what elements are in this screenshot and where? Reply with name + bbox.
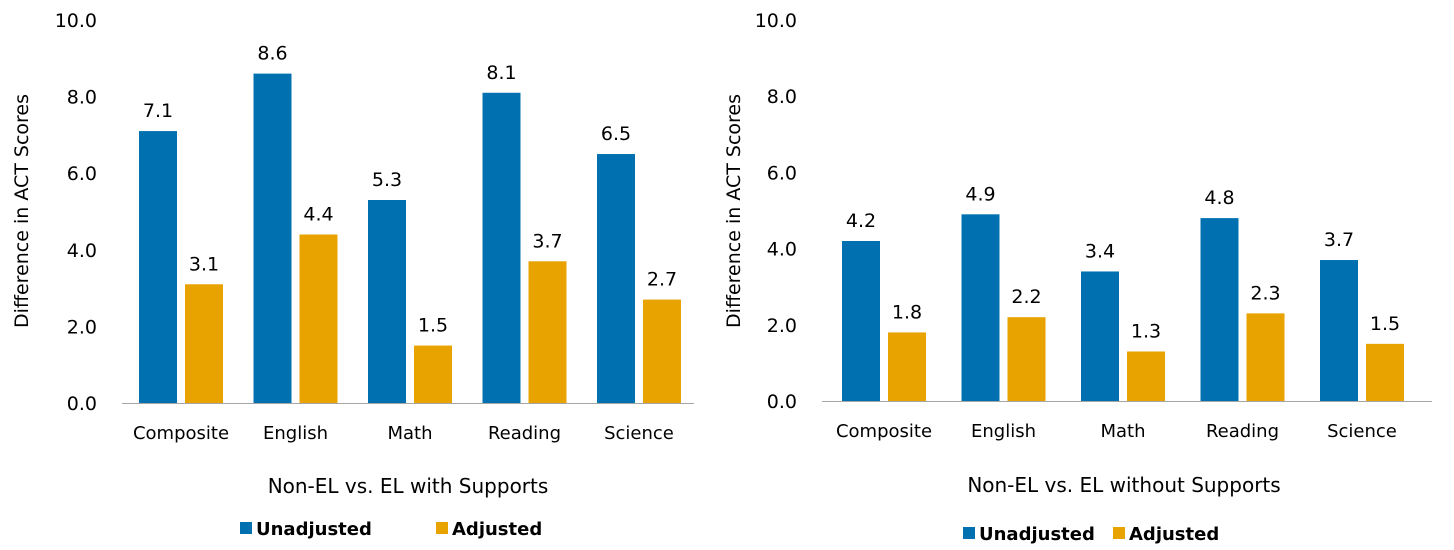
x-category-label: Reading (488, 423, 561, 444)
bar-unadjusted-math (368, 200, 406, 403)
legend-swatch-unadjusted (240, 522, 252, 534)
y-axis-label: Difference in ACT Scores (11, 94, 33, 328)
bar-adjusted-science (643, 299, 681, 403)
bar-unadjusted-composite (139, 131, 177, 403)
bar-adjusted-english (1007, 317, 1046, 401)
y-tick-label: 6.0 (67, 163, 97, 185)
x-category-label: Reading (1206, 421, 1279, 442)
bar-adjusted-composite (888, 332, 926, 401)
chart-2: 0.0 2.0 4.0 6.0 8.0 10.0 Difference in ACT Sco… (723, 10, 1432, 545)
data-label: 3.7 (532, 230, 562, 252)
x-category-label: English (263, 423, 328, 444)
x-category-label: Science (604, 423, 674, 444)
y-tick-label: 6.0 (767, 162, 797, 184)
data-label: 1.3 (1131, 320, 1161, 342)
y-tick-label: 10.0 (55, 10, 97, 32)
bar-unadjusted-english (253, 73, 292, 404)
legend-label-unadjusted: Unadjusted (979, 524, 1095, 545)
data-label: 4.2 (846, 210, 876, 232)
y-tick-label: 10.0 (755, 10, 797, 32)
y-tick-label: 4.0 (67, 240, 97, 262)
y-tick-label: 0.0 (67, 393, 97, 415)
data-label: 2.2 (1011, 286, 1041, 308)
data-label: 1.5 (418, 315, 448, 337)
bar-adjusted-reading (528, 261, 567, 403)
data-label: 4.8 (1204, 187, 1234, 209)
x-category-label: English (971, 421, 1036, 442)
x-category-label: Composite (133, 423, 229, 444)
legend-swatch-unadjusted (963, 527, 975, 539)
x-axis-label: Non-EL vs. EL without Supports (967, 473, 1280, 497)
y-tick-label: 8.0 (67, 87, 97, 109)
legend-label-adjusted: Adjusted (452, 519, 542, 540)
bar-unadjusted-english (961, 214, 1000, 401)
chart-1: 0.0 2.0 4.0 6.0 8.0 10.0 Difference in ACT Sco… (11, 10, 694, 540)
bar-unadjusted-reading (482, 92, 521, 404)
data-label: 1.8 (892, 301, 922, 323)
data-label: 3.4 (1085, 240, 1115, 262)
y-tick-label: 0.0 (767, 391, 797, 413)
y-tick-label: 2.0 (767, 315, 797, 337)
bar-adjusted-english (299, 234, 338, 403)
data-label: 1.5 (1370, 313, 1400, 335)
x-category-label: Math (387, 423, 432, 444)
bar-unadjusted-science (597, 154, 635, 403)
bar-adjusted-science (1366, 343, 1404, 401)
x-axis-label: Non-EL vs. EL with Supports (268, 474, 549, 498)
x-category-label: Science (1327, 421, 1397, 442)
data-label: 7.1 (143, 100, 173, 122)
bar-adjusted-math (1127, 351, 1165, 401)
bar-unadjusted-math (1081, 271, 1119, 401)
legend-swatch-adjusted (436, 522, 448, 534)
x-category-label: Composite (836, 421, 932, 442)
data-label: 2.3 (1250, 282, 1280, 304)
legend-swatch-adjusted (1113, 527, 1125, 539)
x-category-label: Math (1100, 421, 1145, 442)
bar-unadjusted-composite (842, 240, 880, 401)
y-tick-label: 4.0 (767, 239, 797, 261)
data-label: 5.3 (372, 169, 402, 191)
data-label: 4.4 (303, 203, 333, 225)
data-label: 3.1 (189, 253, 219, 275)
legend-label-unadjusted: Unadjusted (256, 519, 372, 540)
bar-adjusted-math (414, 345, 452, 403)
y-axis-label: Difference in ACT Scores (723, 94, 745, 328)
data-label: 8.1 (486, 62, 516, 84)
data-label: 6.5 (601, 123, 631, 145)
data-label: 4.9 (965, 183, 995, 205)
legend-label-adjusted: Adjusted (1129, 524, 1219, 545)
bar-adjusted-reading (1246, 313, 1285, 401)
bar-unadjusted-science (1320, 260, 1358, 401)
data-label: 2.7 (647, 269, 677, 291)
data-label: 8.6 (257, 43, 287, 65)
y-tick-label: 8.0 (767, 86, 797, 108)
y-tick-label: 2.0 (67, 316, 97, 338)
bar-unadjusted-reading (1200, 218, 1239, 401)
data-label: 3.7 (1324, 229, 1354, 251)
bar-adjusted-composite (185, 284, 223, 403)
